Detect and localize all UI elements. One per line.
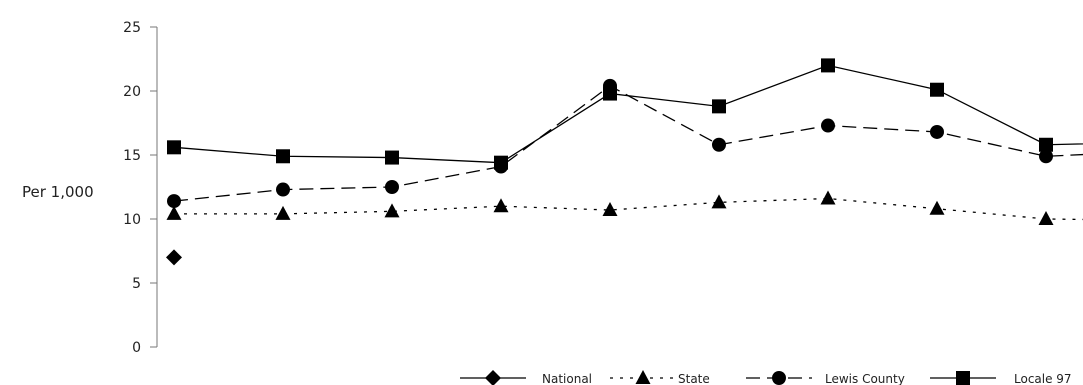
- state-point: [1038, 211, 1054, 225]
- lewis-county-point: [821, 118, 835, 133]
- state-point: [929, 200, 945, 215]
- state-point: [602, 202, 618, 217]
- locale-97-point: [494, 155, 508, 170]
- y-tick-label: 0: [132, 340, 141, 356]
- legend-label-locale-97: Locale 97: [1014, 372, 1072, 385]
- series-markers: [166, 58, 1054, 266]
- locale-97-point: [821, 58, 835, 73]
- state-point: [275, 205, 291, 220]
- national-point: [166, 249, 182, 266]
- locale-97-point: [1039, 137, 1053, 152]
- y-tick-label: 10: [123, 212, 141, 228]
- legend-marker-lewis-county: [772, 371, 786, 385]
- legend-label-lewis-county: Lewis County: [825, 372, 905, 385]
- locale-97-point: [603, 86, 617, 101]
- locale-97-point: [276, 149, 290, 164]
- legend-marker-national: [485, 370, 501, 385]
- lewis-county-line: [173, 85, 1083, 202]
- legend-label-national: National: [542, 372, 592, 385]
- state-point: [711, 194, 727, 209]
- y-axis-label: Per 1,000: [22, 183, 94, 201]
- y-tick-label: 20: [123, 84, 141, 100]
- y-tick-label: 25: [123, 20, 141, 36]
- legend-label-state: State: [678, 372, 710, 385]
- lewis-county-point: [1039, 149, 1053, 164]
- lewis-county-point: [712, 137, 726, 152]
- locale-97-point: [385, 150, 399, 165]
- locale-97-line: [173, 64, 1083, 164]
- legend-marker-locale-97: [956, 371, 970, 385]
- locale-97-point: [167, 140, 181, 155]
- locale-97-point: [930, 82, 944, 97]
- state-point: [166, 205, 182, 220]
- lewis-county-point: [276, 182, 290, 197]
- locale-97-point: [712, 99, 726, 114]
- y-tick-label: 15: [123, 148, 141, 164]
- legend-marker-state: [635, 370, 651, 384]
- state-point: [384, 203, 400, 218]
- lewis-county-point: [167, 194, 181, 209]
- state-point: [493, 198, 509, 213]
- series-lines: [173, 64, 1083, 221]
- lewis-county-point: [930, 124, 944, 139]
- state-line: [174, 197, 1083, 221]
- state-point: [820, 190, 836, 205]
- y-tick-label: 5: [132, 276, 141, 292]
- y-axis-ticks: 0 5 10 15 20 25: [123, 20, 157, 356]
- legend: National State Lewis County Locale 97: [460, 370, 1072, 385]
- lewis-county-point: [385, 180, 399, 194]
